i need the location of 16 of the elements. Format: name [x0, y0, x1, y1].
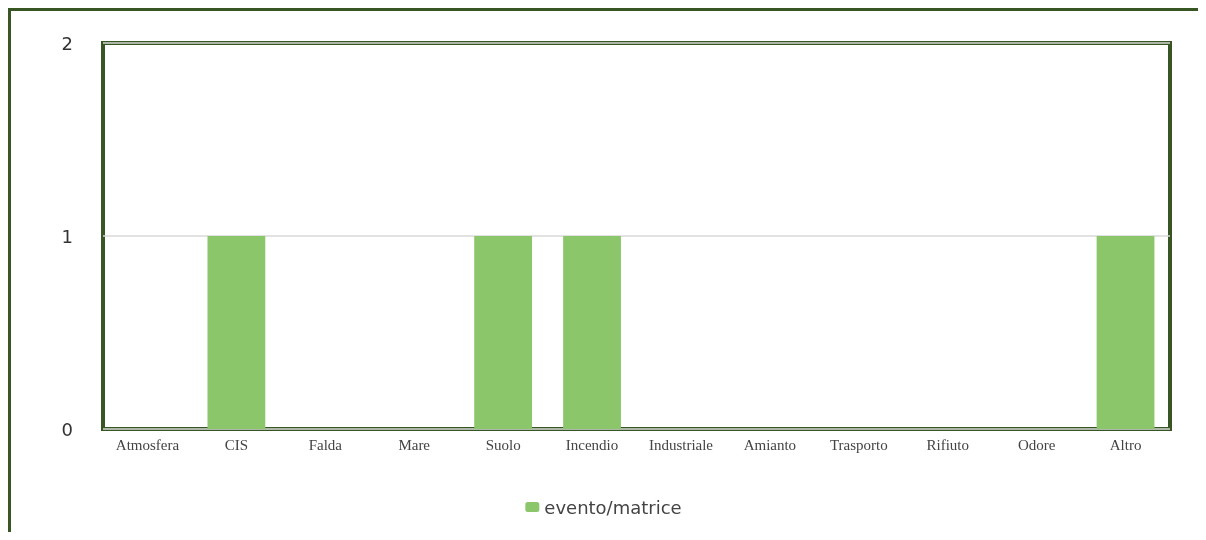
x-tick-label: Falda [308, 436, 343, 453]
y-tick-label: 2 [61, 32, 73, 54]
x-tick-label: Atmosfera [115, 436, 180, 453]
x-tick-label: Incendio [565, 436, 619, 453]
x-tick-label: Rifiuto [926, 436, 969, 453]
x-tick-label: Mare [398, 436, 431, 453]
y-tick-label: 1 [61, 225, 73, 247]
x-tick-label: Suolo [485, 436, 521, 453]
legend-label: evento/matrice [544, 496, 682, 518]
x-tick-label: CIS [224, 436, 249, 453]
x-tick-label: Altro [1109, 436, 1142, 453]
x-tick-label: Odore [1017, 436, 1056, 453]
x-tick-label: Industriale [648, 436, 714, 453]
x-tick-label: Trasporto [829, 436, 888, 453]
x-tick-label: Amianto [743, 436, 797, 453]
y-tick-label: 0 [61, 418, 73, 440]
